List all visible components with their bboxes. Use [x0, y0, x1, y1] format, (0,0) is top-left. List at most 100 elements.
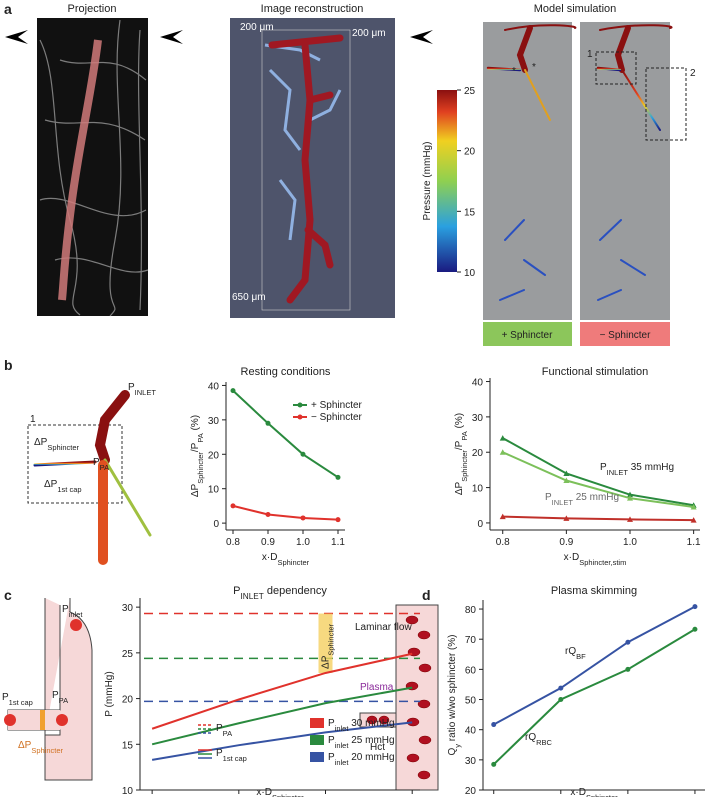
scale-label: 200 μm — [352, 28, 386, 39]
simulation-image — [580, 22, 670, 320]
diagram-label: Plasma — [360, 682, 394, 693]
series-label: rQRBC — [525, 732, 553, 747]
diagram-label: ΔPSphincter — [34, 437, 80, 452]
series-label: PINLET 25 mmHg — [545, 492, 619, 507]
y-tick-label: 10 — [122, 786, 134, 797]
subscript: INLET — [240, 592, 263, 601]
subscript: PA — [100, 463, 109, 472]
marker — [627, 491, 633, 498]
colorbar-tick-label: 15 — [464, 207, 476, 218]
marker — [300, 515, 306, 521]
text-part: ΔP — [190, 483, 201, 497]
subscript: inlet — [69, 610, 84, 619]
arrowhead — [410, 30, 433, 44]
legend-label: Pinlet 30 mmHg — [328, 718, 395, 733]
marker — [625, 666, 631, 672]
y-tick-label: 15 — [122, 740, 134, 751]
y-tick-label: 0 — [477, 519, 483, 530]
text-part: x·D — [570, 787, 586, 797]
subscript: BF — [576, 652, 586, 661]
subscript: Sphincter — [47, 443, 79, 452]
y-tick-label: 0 — [213, 519, 219, 530]
marker — [499, 513, 506, 520]
y-tick-label: 40 — [465, 726, 477, 737]
text-part: P — [128, 382, 135, 393]
marker — [230, 503, 236, 509]
text-part: P — [52, 690, 59, 701]
colorbar-tick-label: 25 — [464, 86, 476, 97]
y-tick-label: 30 — [208, 416, 220, 427]
text-part: Q — [447, 748, 458, 756]
subscript: inlet — [335, 741, 350, 750]
y-tick-label: 20 — [122, 695, 134, 706]
text-part: rQ — [525, 732, 536, 743]
x-axis-label: x·DSphincter,stim — [564, 552, 627, 567]
y-tick-label: 10 — [472, 484, 484, 495]
subscript: PA — [223, 729, 232, 738]
marker — [563, 477, 570, 484]
y-tick-label: 10 — [208, 485, 220, 496]
legend-key — [297, 402, 303, 408]
diagram-label: Hct — [370, 742, 385, 753]
marker — [690, 517, 697, 523]
text-part: P — [93, 457, 100, 468]
colorbar-label: Pressure (mmHg) — [422, 142, 433, 221]
marker — [627, 516, 633, 522]
text-part: P — [328, 718, 335, 729]
subscript: 1st cap — [57, 485, 81, 494]
sphincter-mark: * — [532, 62, 536, 73]
image-title: Model simulation — [534, 3, 617, 15]
x-tick-label: 1.0 — [296, 537, 310, 548]
y-tick-label: 70 — [465, 635, 477, 646]
y-tick-label: 40 — [208, 381, 220, 392]
subscript: PA — [460, 431, 469, 440]
image-title: Projection — [68, 3, 117, 15]
text-part: P — [62, 604, 69, 615]
reconstruction-image — [230, 18, 395, 318]
marker — [335, 474, 341, 480]
x-tick-label: 0.8 — [226, 537, 240, 548]
text-part: P — [216, 723, 223, 734]
y-tick-label: 40 — [472, 378, 484, 389]
marker — [499, 449, 506, 455]
y-tick-label: 50 — [465, 696, 477, 707]
vessel-zoom — [33, 390, 152, 565]
marker — [265, 420, 271, 426]
text-part: P — [600, 462, 607, 473]
legend-label: − Sphincter — [311, 412, 363, 423]
subscript: Sphincter — [31, 746, 63, 755]
zoom-box — [595, 51, 637, 85]
series-line — [151, 721, 413, 761]
subscript: INLET — [552, 498, 574, 507]
series-label: PINLET 35 mmHg — [600, 462, 674, 477]
y-axis-label: ΔPSphincter/PPA (%) — [190, 415, 205, 497]
pressure-point — [70, 619, 82, 631]
text-part: P — [328, 752, 335, 763]
series-line — [493, 628, 696, 766]
marker — [558, 685, 564, 691]
y-tick-label: 30 — [472, 413, 484, 424]
text-part: 35 mmHg — [628, 462, 674, 473]
marker — [265, 512, 271, 518]
diagram-label: Laminar flow — [355, 622, 412, 633]
annotation-band — [318, 613, 333, 673]
text-part: 25 mmHg — [573, 492, 619, 503]
subscript: y — [453, 744, 462, 748]
subscript: 1st cap — [223, 754, 247, 763]
legend-label: Pinlet 20 mmHg — [328, 752, 395, 767]
series-line — [151, 652, 413, 730]
chart-title: Plasma skimming — [551, 585, 637, 597]
y-tick-label: 20 — [472, 448, 484, 459]
y-tick-label: 25 — [122, 649, 134, 660]
marker — [625, 639, 631, 645]
arterioles — [268, 34, 344, 304]
arrowhead — [5, 30, 28, 44]
legend-label: P1st cap — [216, 748, 247, 763]
penetrating-arteriole — [58, 39, 102, 301]
box-label: 1 — [30, 414, 36, 425]
text-part: ΔP — [18, 740, 32, 751]
arrowhead — [160, 30, 183, 44]
marker — [230, 388, 236, 394]
colorbar-tick-label: 20 — [464, 147, 476, 158]
